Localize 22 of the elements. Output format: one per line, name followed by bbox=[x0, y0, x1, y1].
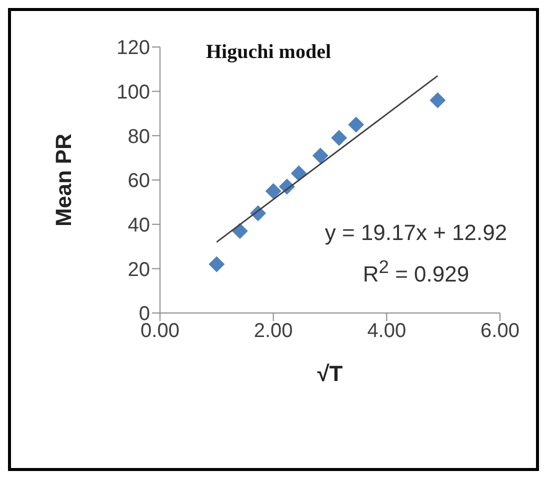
point bbox=[290, 165, 307, 182]
y-tick-label: 100 bbox=[116, 81, 150, 104]
point bbox=[348, 116, 364, 133]
point bbox=[312, 148, 328, 164]
x-tick-label: 6.00 bbox=[480, 320, 520, 342]
point bbox=[265, 183, 282, 200]
annotation: R$^{2}$ = 0.929 bbox=[362, 255, 470, 288]
annotation: y = 19.17x + 12.92 bbox=[324, 219, 508, 247]
point bbox=[331, 130, 348, 146]
chart-title: Higuchi model bbox=[206, 41, 332, 64]
y-tick-label: 40 bbox=[128, 214, 150, 236]
x-tick-label: 4.00 bbox=[367, 320, 406, 342]
point bbox=[208, 256, 225, 272]
y-axis-title: Mean PR bbox=[50, 133, 76, 226]
y-tick-label: 20 bbox=[128, 258, 150, 281]
y-tick-label: 80 bbox=[128, 126, 150, 148]
x-axis-title: √T bbox=[317, 361, 344, 386]
point bbox=[430, 92, 446, 108]
x-tick-label: 0.00 bbox=[140, 320, 180, 342]
x-tick-label: 2.00 bbox=[254, 320, 293, 342]
y-tick-label: 120 bbox=[116, 37, 150, 60]
y-tick-label: 60 bbox=[128, 170, 150, 192]
